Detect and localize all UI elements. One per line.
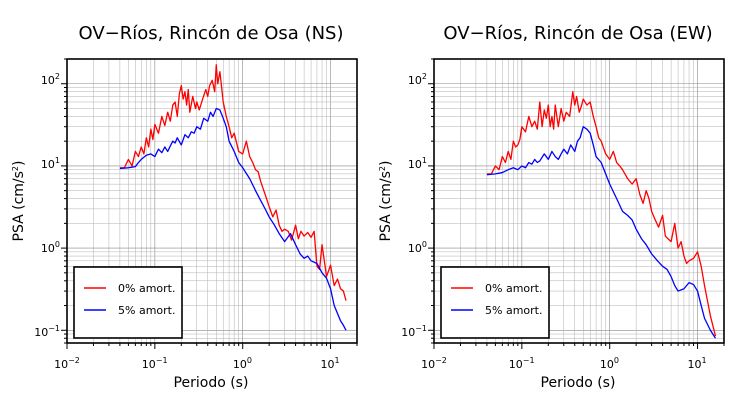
series-layer [486, 91, 717, 339]
tick-marks [428, 58, 725, 349]
y-axis-label: PSA (cm/s2) [378, 161, 394, 242]
x-axis-label: Periodo (s) [174, 375, 249, 391]
series-layer [119, 64, 347, 331]
y-tick-label: 10−1 [401, 324, 427, 339]
legend-label-0pct: 0% amort. [485, 282, 542, 295]
chart-title: OV−Ríos, Rincón de Osa (EW) [443, 23, 712, 44]
x-tick-label: 10−2 [421, 356, 447, 371]
y-axis-label: PSA (cm/s2) [11, 161, 27, 242]
x-tick-label: 100 [600, 356, 619, 371]
series-line-0pct [119, 64, 347, 301]
x-tick-label: 10−1 [509, 356, 535, 371]
series-line-0pct [486, 91, 717, 337]
series-line-5pct [486, 126, 717, 339]
x-axis-label: Periodo (s) [541, 375, 616, 391]
x-tick-labels: 10−2 10−1 100 101 [421, 356, 707, 371]
plot-frame [66, 58, 358, 344]
y-tick-label: 100 [408, 240, 427, 255]
series-line-5pct [119, 107, 347, 331]
x-tick-label: 101 [688, 356, 707, 371]
legend-box [73, 266, 183, 339]
legend-label-0pct: 0% amort. [118, 282, 175, 295]
y-tick-label: 102 [41, 72, 60, 87]
legend-label-5pct: 5% amort. [485, 304, 542, 317]
y-tick-label: 101 [41, 156, 60, 171]
y-tick-labels: 10−1 100 101 102 [34, 72, 60, 339]
plot-frame [433, 58, 725, 344]
x-tick-label: 10−2 [54, 356, 80, 371]
legend: 0% amort. 5% amort. [73, 266, 183, 339]
legend: 0% amort. 5% amort. [440, 266, 550, 339]
chart-ns: OV−Ríos, Rincón de Osa (NS) 10−2 10−1 10… [11, 23, 358, 391]
x-tick-label: 10−1 [142, 356, 168, 371]
y-tick-label: 101 [408, 156, 427, 171]
x-tick-label: 101 [321, 356, 340, 371]
y-tick-label: 10−1 [34, 324, 60, 339]
legend-box [440, 266, 550, 339]
chart-ew: OV−Ríos, Rincón de Osa (EW) 10−2 10−1 10… [378, 23, 725, 391]
legend-label-5pct: 5% amort. [118, 304, 175, 317]
y-tick-label: 102 [408, 72, 427, 87]
y-tick-labels: 10−1 100 101 102 [401, 72, 427, 339]
chart-title: OV−Ríos, Rincón de Osa (NS) [79, 23, 344, 44]
tick-marks [61, 58, 358, 349]
y-tick-label: 100 [41, 240, 60, 255]
x-tick-label: 100 [233, 356, 252, 371]
x-tick-labels: 10−2 10−1 100 101 [54, 356, 340, 371]
